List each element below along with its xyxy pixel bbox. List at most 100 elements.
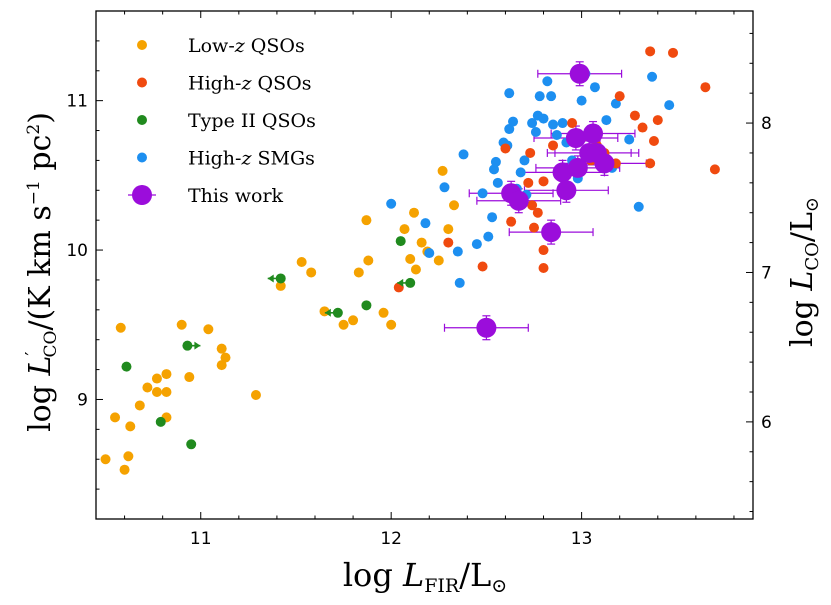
low-z-qsos-point [433, 255, 444, 266]
high-z-qsos-point [523, 177, 534, 188]
this-work-point [541, 222, 562, 243]
high-z-smgs-point [557, 118, 568, 129]
legend-item-high-z-smgs: High-z SMGs [137, 148, 315, 170]
high-z-qsos-point [527, 200, 538, 211]
this-work-point [508, 190, 529, 211]
high-z-smgs-point [508, 116, 519, 127]
legend-marker [137, 115, 147, 125]
low-z-qsos-point [405, 254, 416, 265]
high-z-qsos-point [668, 47, 679, 58]
low-z-qsos-point [386, 319, 397, 330]
high-z-qsos-point [645, 158, 656, 169]
this-work-point [476, 317, 497, 338]
svg-text:log L′CO/(K km s−1 pc2): log L′CO/(K km s−1 pc2) [22, 112, 61, 432]
this-work-point [569, 63, 590, 84]
high-z-smgs-point [454, 277, 465, 288]
high-z-smgs-point [576, 95, 587, 106]
legend-item-high-z-qsos: High-z QSOs [137, 73, 311, 95]
low-z-qsos-point [110, 412, 121, 423]
low-z-qsos-point [399, 224, 410, 235]
high-z-smgs-point [546, 91, 557, 102]
low-z-qsos-point [203, 324, 214, 335]
high-z-smgs-point [551, 130, 562, 141]
low-z-qsos-point [220, 352, 231, 363]
low-z-qsos-point [161, 369, 172, 380]
low-z-qsos-point [134, 400, 145, 411]
legend-marker [132, 185, 152, 205]
legend-label: Type II QSOs [188, 110, 316, 132]
low-z-qsos-point [115, 322, 126, 333]
high-z-qsos-point [645, 46, 656, 57]
high-z-smgs-point [458, 149, 469, 160]
low-z-qsos-point [437, 165, 448, 176]
tick-labels: 11 12 13 9 10 11 6 7 8 [66, 92, 771, 549]
low-z-qsos-point [348, 315, 359, 326]
low-z-qsos-point [410, 264, 421, 275]
high-z-smgs-point [386, 198, 397, 209]
high-z-qsos-point [700, 82, 711, 93]
legend-label: High-z SMGs [188, 148, 315, 170]
high-z-qsos-point [443, 237, 454, 248]
type-ii-qsos-point [155, 416, 166, 427]
legend-item-this-work: This work [128, 185, 284, 207]
limit-arrow-head [397, 278, 404, 287]
high-z-smgs-point [519, 155, 530, 166]
high-z-smgs-point [589, 82, 600, 93]
high-z-smgs-point [487, 212, 498, 223]
low-z-qsos-point [119, 464, 130, 475]
type-ii-qsos-point [361, 300, 372, 311]
low-z-qsos-point [449, 200, 460, 211]
type-ii-qsos-point [395, 236, 406, 247]
high-z-smgs-point [420, 218, 431, 229]
low-z-qsos-point [184, 372, 195, 383]
low-z-qsos-point [275, 280, 286, 291]
high-z-smgs-point [439, 182, 450, 193]
low-z-qsos-point [361, 215, 372, 226]
low-z-qsos-point [378, 307, 389, 318]
legend: Low-z QSOs High-z QSOs Type II QSOs High-z … [128, 35, 316, 207]
low-z-qsos-point [353, 267, 364, 278]
low-z-qsos-point [443, 224, 454, 235]
low-z-qsos-point [176, 319, 187, 330]
high-z-smgs-point [624, 134, 635, 145]
high-z-smgs-point [489, 164, 500, 175]
this-work-point [594, 153, 615, 174]
high-z-qsos-point [538, 262, 549, 273]
low-z-qsos-point [250, 389, 261, 400]
high-z-qsos-point [506, 216, 517, 227]
high-z-smgs-point [548, 119, 559, 130]
high-z-smgs-point [633, 201, 644, 212]
high-z-smgs-point [471, 239, 482, 250]
high-z-smgs-point [664, 100, 675, 111]
legend-label: High-z QSOs [188, 73, 311, 95]
plot-frame [95, 10, 754, 520]
legend-label: This work [188, 185, 284, 207]
low-z-qsos-point [306, 267, 317, 278]
this-work-point [583, 123, 604, 144]
y2-tick-label: 8 [761, 114, 772, 134]
type-ii-qsos-point [121, 361, 132, 372]
low-z-qsos-point [363, 255, 374, 266]
low-z-qsos-point [296, 257, 307, 268]
right-y-axis-label: log LCO/L⊙ [785, 197, 823, 347]
limit-arrow-head [194, 341, 201, 350]
limit-arrow-head [267, 274, 274, 283]
low-z-qsos-point [216, 360, 227, 371]
high-z-qsos-point [538, 176, 549, 187]
high-z-qsos-point [500, 143, 511, 154]
this-work-point [556, 180, 577, 201]
high-z-qsos-point [477, 261, 488, 272]
upper-limit-arrows [187, 274, 411, 350]
high-z-qsos-point [538, 245, 549, 256]
high-z-smgs-point [490, 156, 501, 167]
low-z-qsos-point [409, 207, 420, 218]
y-tick-label: 11 [66, 92, 88, 112]
low-z-qsos-point [151, 373, 162, 384]
high-z-qsos-point [637, 122, 648, 133]
low-z-qsos-point [216, 343, 227, 354]
high-z-smgs-point [492, 177, 503, 188]
low-z-qsos-point [338, 319, 349, 330]
high-z-qsos-point [548, 140, 559, 151]
axis-ticks [96, 10, 753, 520]
